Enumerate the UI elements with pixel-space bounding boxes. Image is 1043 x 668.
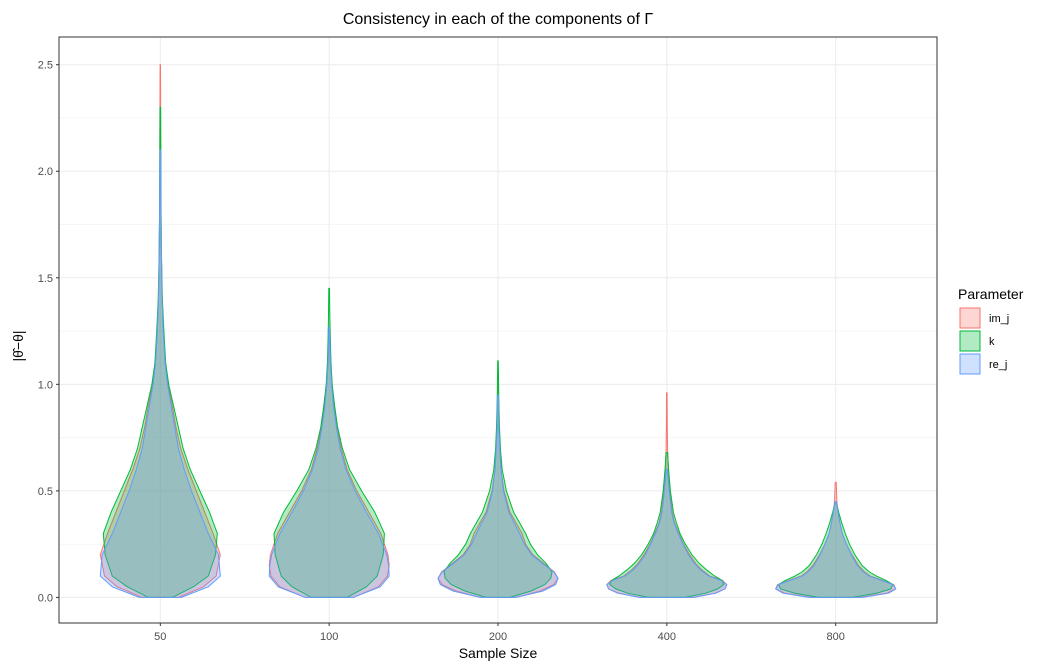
major-gridlines: [59, 37, 937, 623]
legend-key-im_j: [959, 307, 981, 329]
legend-title: Parameter: [958, 286, 1024, 302]
y-tick-label: 0.5: [38, 486, 53, 498]
y-tick-label: 2.5: [38, 60, 53, 72]
x-tick-label: 400: [658, 631, 676, 643]
legend: Parameter im_jk re_j: [958, 286, 1024, 375]
violin-k-400: [609, 452, 725, 598]
legend-label-im_j: im_j: [989, 313, 1009, 325]
violin-re_j-400: [606, 469, 728, 598]
legend-label-k: k: [989, 336, 995, 348]
legend-key-re_j: [959, 353, 981, 375]
x-tick-label: 800: [827, 631, 845, 643]
y-tick-label: 0.0: [38, 592, 53, 604]
violin-re_j-200: [437, 394, 559, 598]
x-axis-title: Sample Size: [459, 645, 538, 661]
violin-re_j-50: [99, 149, 221, 598]
x-tick-label: 200: [489, 631, 507, 643]
violin-re_j-800: [775, 501, 897, 598]
y-axis-title: |θ̂−θ|: [10, 330, 26, 361]
violin-k-50: [102, 106, 218, 598]
x-axis: 50 100 200 400 800: [154, 623, 845, 643]
violin-k-100: [273, 287, 385, 598]
x-tick-label: 50: [154, 631, 166, 643]
violin-im_j-50: [99, 64, 221, 598]
x-tick-label: 100: [320, 631, 338, 643]
y-tick-label: 2.0: [38, 166, 53, 178]
y-tick-label: 1.5: [38, 273, 53, 285]
violin-k-200: [443, 360, 553, 598]
y-tick-label: 1.0: [38, 379, 53, 391]
violins: [99, 64, 897, 598]
chart-title: Consistency in each of the components of…: [343, 11, 654, 28]
legend-key-k: [959, 330, 981, 352]
violin-re_j-100: [268, 326, 390, 598]
y-axis: 0.0 0.5 1.0 1.5 2.0 2.5: [38, 60, 59, 604]
legend-label-re_j: re_j: [989, 359, 1007, 371]
